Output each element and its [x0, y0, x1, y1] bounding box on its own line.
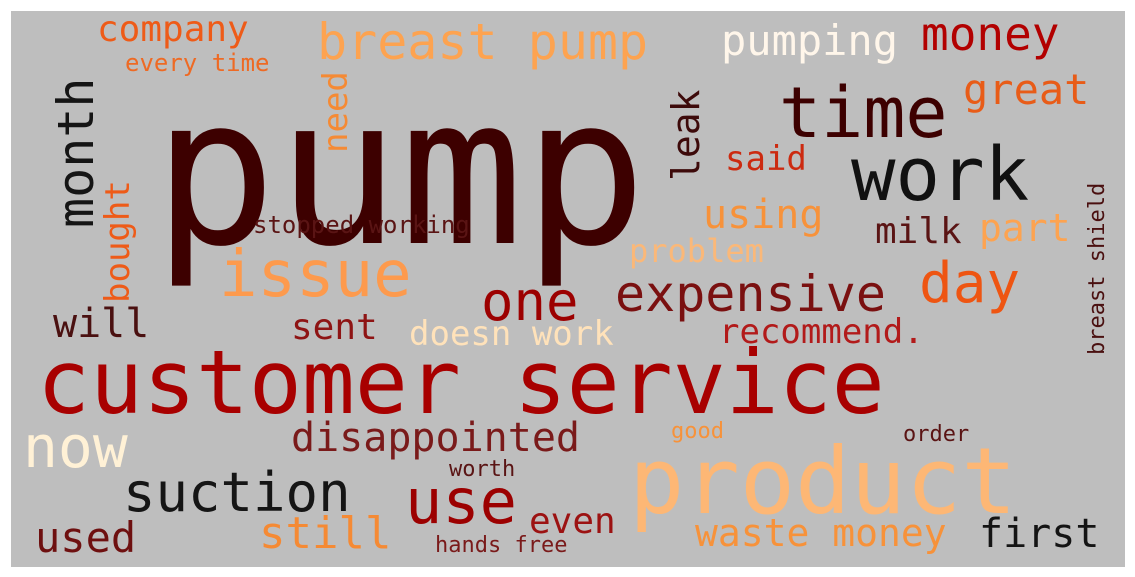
word: expensive: [615, 265, 886, 323]
word: customer service: [37, 331, 885, 434]
word: first: [979, 511, 1100, 557]
word-cloud: pump customer service product work time …: [11, 11, 1125, 567]
word: need: [316, 71, 356, 153]
word: worth: [449, 457, 516, 482]
word: will: [53, 301, 150, 347]
word: breast shield: [1085, 182, 1110, 355]
word: bought: [98, 180, 138, 303]
word: great: [963, 65, 1090, 114]
word: good: [671, 419, 724, 444]
word: waste money: [695, 511, 947, 555]
word: stopped working: [253, 211, 470, 239]
word: using: [703, 192, 824, 238]
word: still: [259, 508, 392, 559]
word: issue: [219, 238, 412, 312]
word: said: [725, 139, 807, 179]
word: used: [35, 513, 137, 562]
word: even: [529, 501, 616, 542]
word: order: [903, 422, 970, 447]
word: use: [405, 465, 517, 538]
word: day: [919, 251, 1021, 316]
word: every time: [125, 49, 270, 77]
word: hands free: [435, 533, 568, 558]
word: leak: [664, 89, 708, 181]
word: pump: [153, 54, 647, 292]
word: now: [23, 413, 128, 481]
word: product: [629, 428, 1017, 535]
word: sent: [291, 307, 378, 348]
word: suction: [123, 461, 351, 524]
word: one: [481, 270, 579, 333]
word: work: [851, 132, 1030, 218]
word: doesn work: [409, 314, 614, 354]
word: breast pump: [317, 13, 649, 71]
word: company: [97, 11, 249, 50]
word: recommend.: [719, 312, 924, 352]
word: part: [979, 206, 1071, 250]
word: money: [921, 11, 1060, 61]
word: pumping: [721, 16, 899, 65]
word: disappointed: [291, 415, 580, 461]
word: milk: [875, 211, 962, 252]
word[interactable]: month: [47, 77, 105, 228]
word: time: [779, 72, 948, 154]
word: problem: [629, 232, 764, 270]
